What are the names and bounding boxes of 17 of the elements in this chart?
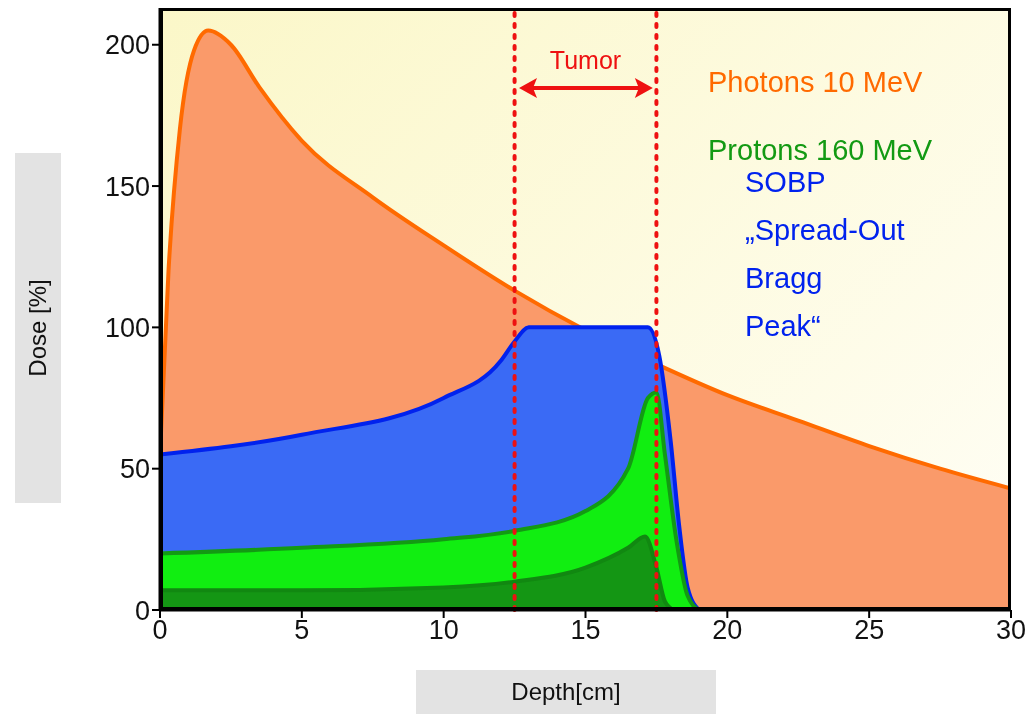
y-tick-label: 0: [134, 595, 150, 626]
x-tick-label: 25: [854, 615, 885, 646]
x-axis-title: Depth[cm]: [416, 670, 716, 714]
y-tick-label: 200: [104, 30, 150, 61]
annotation: Tumor: [548, 46, 623, 75]
y-tick-label: 100: [104, 312, 150, 343]
x-tick-label: 10: [428, 615, 459, 646]
x-tick-label: 30: [995, 615, 1027, 646]
x-tick-label: 20: [712, 615, 743, 646]
text: Protons 160 MeV: [708, 133, 933, 168]
text: SOBP „Spread-Out Bragg Peak“: [745, 165, 905, 344]
text: Photons 10 MeV: [708, 65, 923, 100]
y-axis-title: Dose [%]: [24, 279, 52, 377]
y-tick-label: 50: [119, 454, 150, 485]
y-tick-label: 150: [104, 171, 150, 202]
x-tick-label: 5: [294, 615, 310, 646]
x-tick-label: 15: [570, 615, 601, 646]
